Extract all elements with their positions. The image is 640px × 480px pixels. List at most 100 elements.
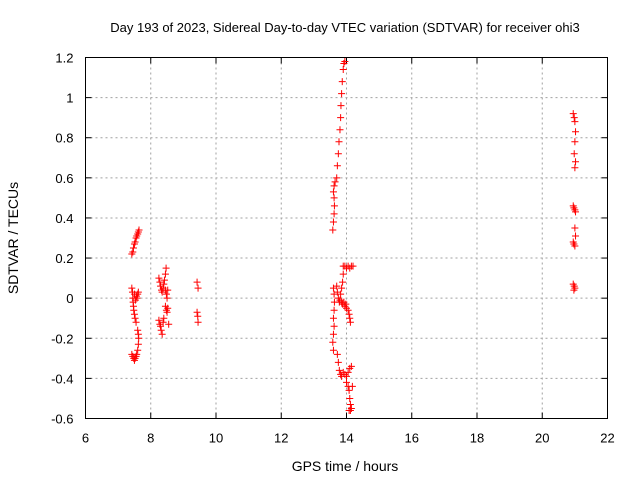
data-point xyxy=(347,362,355,370)
data-point xyxy=(347,404,355,412)
data-point xyxy=(329,218,337,226)
data-point xyxy=(134,288,142,296)
grid-lines xyxy=(85,57,608,419)
data-point xyxy=(333,282,341,290)
y-tick-label: 1.2 xyxy=(55,51,73,66)
y-tick-label: 0.8 xyxy=(55,131,73,146)
data-point xyxy=(338,78,346,86)
data-point xyxy=(336,126,344,134)
data-point xyxy=(333,162,341,170)
data-point xyxy=(346,394,354,402)
data-point xyxy=(128,284,136,292)
data-point xyxy=(570,286,578,294)
data-point xyxy=(162,290,170,298)
data-point xyxy=(349,262,357,270)
y-axis-label: SDTVAR / TECUs xyxy=(5,182,21,294)
x-tick-label: 14 xyxy=(339,431,353,446)
x-tick-label: 16 xyxy=(405,431,419,446)
data-point xyxy=(193,278,201,286)
data-point xyxy=(329,338,337,346)
data-point xyxy=(160,276,168,284)
data-point xyxy=(329,226,337,234)
data-point xyxy=(337,290,345,298)
x-tick-label: 18 xyxy=(470,431,484,446)
plot-frame xyxy=(85,57,608,419)
data-point xyxy=(129,248,137,256)
data-point xyxy=(133,350,141,358)
data-point xyxy=(163,308,171,316)
y-tick-label: 1 xyxy=(66,91,73,106)
data-point xyxy=(134,346,142,354)
data-point xyxy=(165,320,173,328)
y-tick-label: -0.4 xyxy=(51,371,73,386)
data-point xyxy=(570,114,578,122)
data-point xyxy=(193,308,201,316)
data-point xyxy=(162,264,170,272)
data-point xyxy=(330,210,338,218)
data-point xyxy=(346,314,354,322)
data-point xyxy=(334,150,342,158)
data-point xyxy=(329,188,337,196)
data-point xyxy=(134,340,142,348)
data-point xyxy=(129,244,137,252)
data-point xyxy=(572,128,580,136)
data-point xyxy=(194,312,202,320)
x-tick-label: 10 xyxy=(209,431,223,446)
data-point xyxy=(348,382,356,390)
data-point xyxy=(131,314,139,322)
data-point xyxy=(130,306,138,314)
data-point xyxy=(572,158,580,166)
x-tick-label: 20 xyxy=(535,431,549,446)
data-point xyxy=(339,66,347,74)
data-point xyxy=(194,318,202,326)
data-point xyxy=(156,278,164,286)
chart-title: Day 193 of 2023, Sidereal Day-to-day VTE… xyxy=(110,20,579,35)
data-point xyxy=(330,202,338,210)
data-point xyxy=(330,306,338,314)
data-point xyxy=(339,278,347,286)
data-point xyxy=(157,322,165,330)
data-points xyxy=(128,58,580,414)
data-point xyxy=(194,284,202,292)
y-tick-label: -0.2 xyxy=(51,331,73,346)
data-point xyxy=(329,330,337,338)
data-point xyxy=(333,174,341,182)
x-axis-label: GPS time / hours xyxy=(292,458,399,474)
data-point xyxy=(132,318,140,326)
x-tick-label: 6 xyxy=(82,431,89,446)
data-point xyxy=(571,118,579,126)
data-point xyxy=(572,232,580,240)
data-point xyxy=(571,164,579,172)
data-point xyxy=(334,358,342,366)
x-tick-label: 22 xyxy=(600,431,614,446)
y-tick-label: 0.6 xyxy=(55,171,73,186)
data-point xyxy=(157,326,165,334)
data-point xyxy=(339,270,347,278)
data-point xyxy=(160,314,168,322)
data-point xyxy=(343,372,350,380)
data-point xyxy=(345,386,353,394)
data-point xyxy=(571,138,579,146)
data-point xyxy=(341,58,349,66)
data-point xyxy=(331,178,339,186)
data-point xyxy=(155,316,163,324)
data-point xyxy=(130,310,138,318)
data-point xyxy=(330,194,338,202)
data-point xyxy=(159,318,167,326)
data-point xyxy=(131,238,139,246)
data-point xyxy=(160,280,168,288)
data-point xyxy=(342,300,350,308)
data-point xyxy=(338,284,346,292)
data-point xyxy=(337,102,345,110)
data-point xyxy=(135,334,143,342)
data-point xyxy=(133,294,141,302)
data-point xyxy=(164,286,172,294)
data-point xyxy=(571,224,579,232)
data-point xyxy=(337,114,345,122)
data-point xyxy=(346,318,354,326)
y-tick-label: 0.4 xyxy=(55,211,73,226)
data-point xyxy=(344,306,352,314)
data-point xyxy=(134,326,142,334)
data-point xyxy=(335,366,343,374)
